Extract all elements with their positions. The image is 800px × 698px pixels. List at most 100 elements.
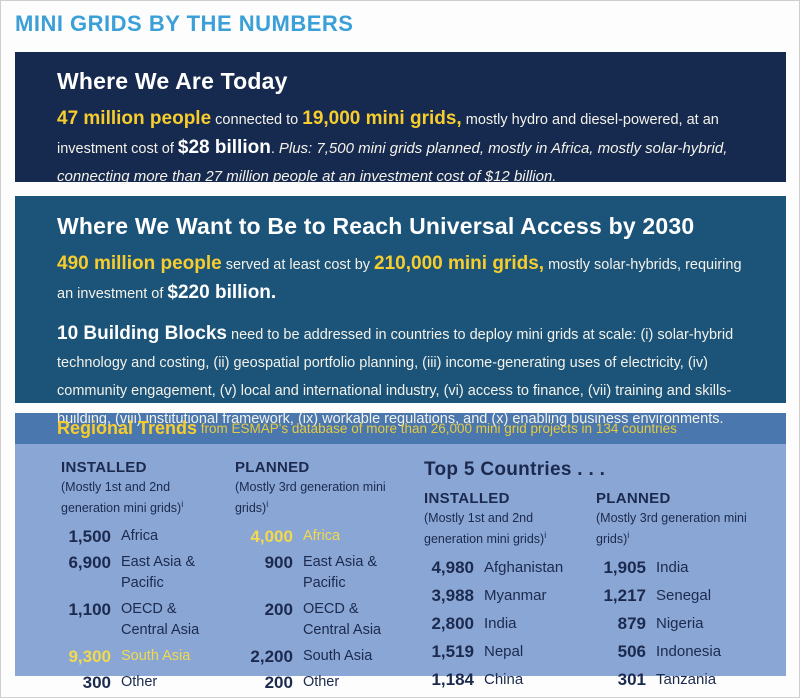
stat-row: 1,500 Africa xyxy=(61,526,235,547)
text-segment: $28 billion xyxy=(177,137,271,158)
country-label: India xyxy=(484,615,517,633)
text-segment: mostly solar-hybrids, requiring an inves… xyxy=(57,257,742,302)
top5-installed-note-text: (Mostly 1st and 2nd generation mini grid… xyxy=(424,511,545,547)
regional-trends-section: Regional Trends from ESMAP's database of… xyxy=(15,413,786,692)
footnote-marker: i xyxy=(181,499,184,509)
planned-note-text: (Mostly 3rd generation mini grids) xyxy=(234,480,386,516)
stat-value: 2,200 xyxy=(250,647,293,667)
top5-heading: Top 5 Countries . . . xyxy=(424,459,606,480)
country-value: 1,217 xyxy=(603,586,646,606)
today-paragraph: 47 million people connected to 19,000 mi… xyxy=(57,105,740,191)
country-value: 1,519 xyxy=(431,642,474,662)
text-segment: mostly hydro and diesel-powered, at an i… xyxy=(57,112,719,157)
stat-label: South Asia xyxy=(121,648,191,665)
planned-header: PLANNED xyxy=(234,459,310,476)
top5-planned-note-text: (Mostly 3rd generation mini grids) xyxy=(596,511,747,547)
stat-value: 900 xyxy=(264,553,293,573)
stat-value: 1,100 xyxy=(68,600,111,620)
where-we-are-today-section: Where We Are Today 47 million people con… xyxy=(15,52,786,185)
installed-rows: 1,500 Africa 6,900 East Asia & Pacific 1… xyxy=(61,526,235,693)
stat-row: 2,200 South Asia xyxy=(235,646,424,667)
top5-installed-rows: 4,980 Afghanistan 3,988 Myanmar xyxy=(424,557,596,691)
stat-value: 6,900 xyxy=(68,553,111,573)
stat-label: Africa xyxy=(121,528,159,545)
country-value: 3,988 xyxy=(431,586,474,606)
top5-planned-note: (Mostly 3rd generation mini grids)i xyxy=(596,510,748,548)
country-label: Myanmar xyxy=(484,587,547,605)
stat-label: OECD & Central Asia xyxy=(302,601,382,639)
text-segment: Plus: 7,500 mini grids planned, mostly i… xyxy=(57,140,728,185)
country-row: 879 Nigeria xyxy=(596,613,768,635)
stat-row: 300 Other xyxy=(61,672,235,693)
stat-label: Other xyxy=(121,674,158,691)
country-label: Nepal xyxy=(484,643,524,661)
country-row: 3,988 Myanmar xyxy=(424,585,596,607)
footnote-marker: i xyxy=(266,499,269,509)
text-segment: . xyxy=(270,141,279,157)
country-value: 2,800 xyxy=(431,614,474,634)
country-row: 301 Tanzania xyxy=(596,669,768,691)
future-paragraph: 490 million people served at least cost … xyxy=(57,250,742,308)
universal-access-2030-section: Where We Want to Be to Reach Universal A… xyxy=(15,196,786,427)
page-title: MINI GRIDS BY THE NUMBERS xyxy=(15,11,354,36)
future-heading: Where We Want to Be to Reach Universal A… xyxy=(57,213,695,239)
building-blocks-paragraph: 10 Building Blocks need to be addressed … xyxy=(57,320,742,433)
text-segment: from ESMAP's database of more than 26,00… xyxy=(197,421,677,436)
stat-label: Africa xyxy=(302,528,341,545)
country-value: 1,905 xyxy=(603,558,646,578)
top5-installed-note: (Mostly 1st and 2nd generation mini grid… xyxy=(424,510,576,548)
text-segment: 210,000 mini grids, xyxy=(374,253,545,274)
stat-row: 900 East Asia & Pacific xyxy=(235,552,424,594)
top5-installed-column: INSTALLED (Mostly 1st and 2nd generation… xyxy=(424,490,596,697)
country-row: 1,184 China xyxy=(424,669,596,691)
stat-value: 4,000 xyxy=(250,527,293,547)
stat-value: 200 xyxy=(264,600,293,620)
top5-planned-rows: 1,905 India 1,217 Senegal 879 xyxy=(596,557,768,691)
text-segment: Regional Trends xyxy=(57,418,198,438)
country-row: 4,980 Afghanistan xyxy=(424,557,596,579)
country-label: China xyxy=(484,671,524,689)
stat-row: 6,900 East Asia & Pacific xyxy=(61,552,235,594)
country-label: Tanzania xyxy=(656,671,717,689)
country-row: 1,905 India xyxy=(596,557,768,579)
top5-installed-header: INSTALLED xyxy=(424,490,510,507)
top5-countries-group: Top 5 Countries . . . INSTALLED (Mostly … xyxy=(424,459,768,697)
stat-value: 300 xyxy=(82,673,111,693)
country-value: 1,184 xyxy=(431,670,474,690)
top5-planned-header: PLANNED xyxy=(596,490,671,507)
country-label: Nigeria xyxy=(656,615,704,633)
stat-value: 1,500 xyxy=(68,527,111,547)
country-row: 1,519 Nepal xyxy=(424,641,596,663)
stat-value: 9,300 xyxy=(68,647,111,667)
planned-rows: 4,000 Africa 900 East Asia & Pacific 200… xyxy=(235,526,424,693)
country-value: 506 xyxy=(617,642,646,662)
installed-header: INSTALLED xyxy=(61,459,147,476)
text-segment: need to be addressed in countries to dep… xyxy=(57,327,734,427)
top5-planned-column: PLANNED (Mostly 3rd generation mini grid… xyxy=(596,490,768,697)
stat-value: 200 xyxy=(264,673,293,693)
country-row: 506 Indonesia xyxy=(596,641,768,663)
footnote-marker: i xyxy=(627,530,630,540)
planned-note: (Mostly 3rd generation mini grids)i xyxy=(235,479,387,517)
text-segment: 10 Building Blocks xyxy=(57,323,227,344)
installed-note: (Mostly 1st and 2nd generation mini grid… xyxy=(61,479,213,517)
stat-label: South Asia xyxy=(302,648,373,665)
regional-trends-bar: Regional Trends from ESMAP's database of… xyxy=(15,413,786,444)
country-value: 879 xyxy=(617,614,646,634)
stat-row: 9,300 South Asia xyxy=(61,646,235,667)
country-value: 4,980 xyxy=(431,558,474,578)
country-value: 301 xyxy=(617,670,646,690)
text-segment: $220 billion. xyxy=(167,282,277,303)
country-label: India xyxy=(656,559,689,577)
footnote-marker: i xyxy=(544,530,547,540)
text-segment: 47 million people xyxy=(57,108,212,129)
stat-row: 200 Other xyxy=(235,672,424,693)
country-label: Afghanistan xyxy=(484,559,564,577)
country-row: 2,800 India xyxy=(424,613,596,635)
country-label: Senegal xyxy=(656,587,712,605)
today-heading: Where We Are Today xyxy=(57,68,288,94)
stat-row: 200 OECD & Central Asia xyxy=(235,599,424,641)
regional-trends-content: INSTALLED (Mostly 1st and 2nd generation… xyxy=(15,444,786,697)
stat-label: East Asia & Pacific xyxy=(121,554,196,592)
